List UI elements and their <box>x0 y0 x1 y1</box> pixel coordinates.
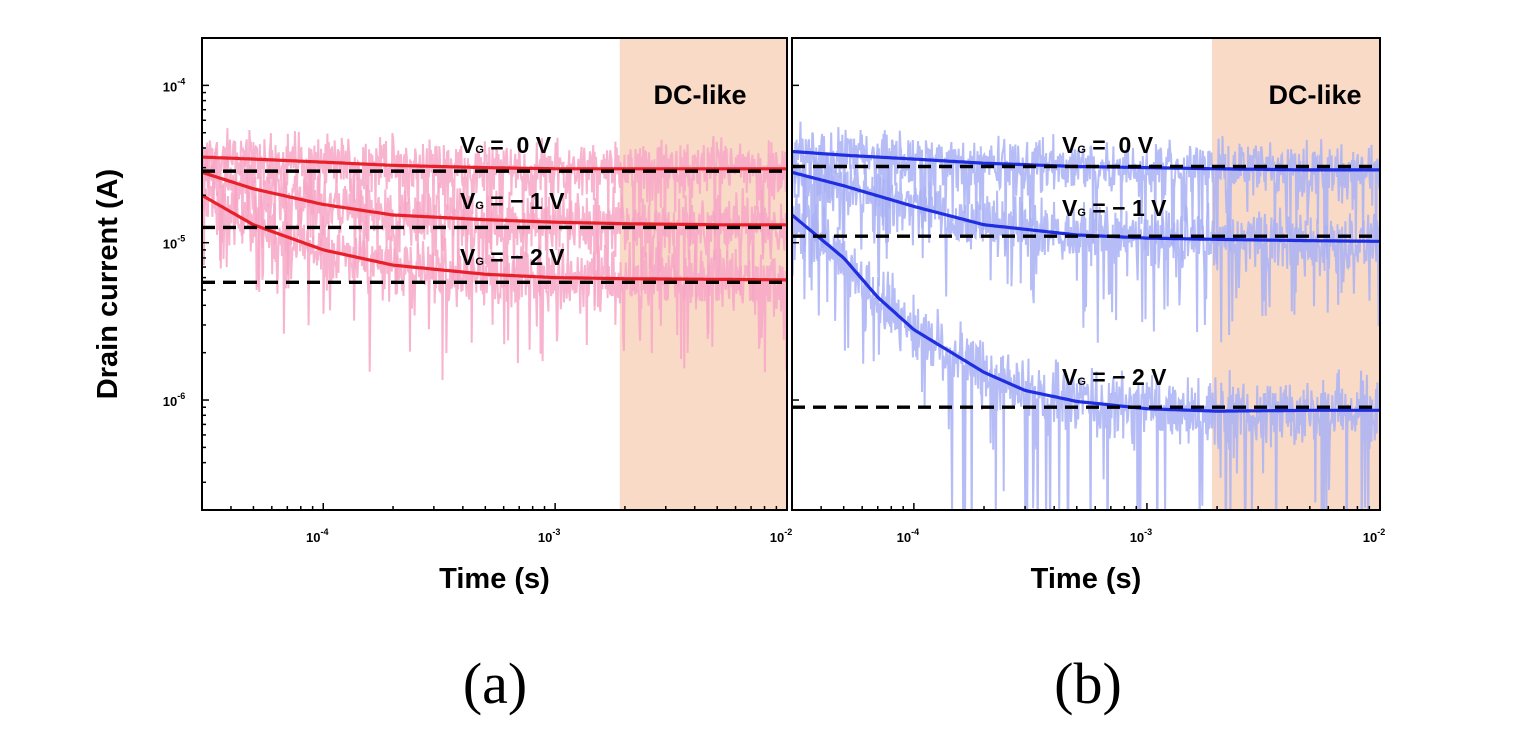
raw-data-series-3 <box>202 174 787 381</box>
x-axis-title: Time (s) <box>439 563 550 595</box>
raw-data-series-2 <box>202 148 787 335</box>
dc-like-label: DC-like <box>1268 80 1361 110</box>
dc-like-label: DC-like <box>653 80 746 110</box>
x-tick-label: 10-3 <box>538 527 560 545</box>
series-label-3: VG = − 2 V <box>1062 364 1167 390</box>
y-tick-label: 10-6 <box>163 391 185 409</box>
fit-line-series-2 <box>202 170 787 227</box>
plot-area <box>202 38 787 510</box>
fit-line-series-1 <box>202 155 787 171</box>
x-tick-label: 10-2 <box>1363 527 1385 545</box>
x-tick-label: 10-4 <box>897 527 919 545</box>
fit-line-series-3 <box>202 193 787 282</box>
series-label-2: VG = − 1 V <box>1062 195 1167 221</box>
series-label-3: VG = − 2 V <box>460 244 565 270</box>
y-tick-label: 10-4 <box>163 76 185 94</box>
x-tick-label: 10-4 <box>306 527 328 545</box>
x-axis-title: Time (s) <box>1031 563 1142 595</box>
plot-frame <box>791 37 1381 511</box>
plot-area <box>792 38 1380 510</box>
panel-a: 10-4 10-3 10-2 10-4 10-5 10-6 Time (s) Drain cu… <box>92 37 792 716</box>
panel-label: (b) <box>1054 651 1122 716</box>
raw-data-series-3 <box>792 194 1380 510</box>
raw-data-series-1 <box>792 121 1380 271</box>
series-label-2: VG = − 1 V <box>460 188 565 214</box>
y-axis-title: Drain current (A) <box>92 169 124 399</box>
raw-data-series-2 <box>792 153 1380 343</box>
x-tick-label: 10-3 <box>1130 527 1152 545</box>
raw-data-series-1 <box>202 128 787 268</box>
panel-b: 10-4 10-3 10-2 Time (s) DC-like VG = 0 V VG = … <box>791 37 1385 716</box>
panel-label: (a) <box>463 651 527 716</box>
y-tick-label: 10-5 <box>163 234 185 252</box>
series-label-1: VG = 0 V <box>460 132 552 158</box>
series-label-1: VG = 0 V <box>1062 132 1154 158</box>
fit-line-series-3 <box>792 213 1380 413</box>
plot-frame <box>201 37 788 511</box>
x-tick-label: 10-2 <box>770 527 792 545</box>
